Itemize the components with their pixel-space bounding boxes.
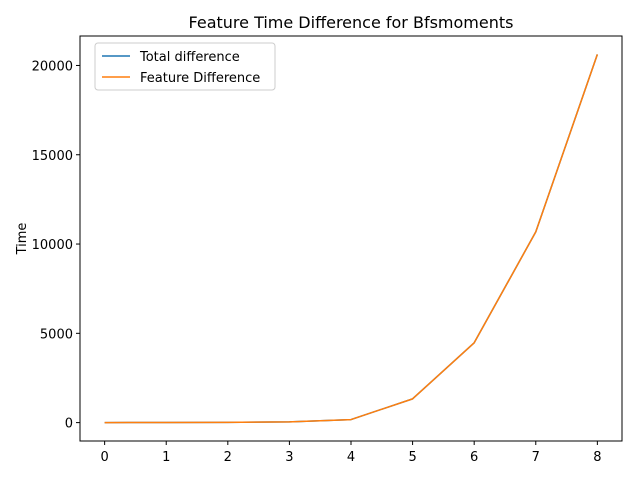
- x-tick-label: 7: [532, 450, 540, 465]
- x-tick-label: 8: [593, 450, 601, 465]
- y-axis-ticks: 0 5000 10000 15000 20000: [32, 59, 80, 432]
- y-tick-label: 20000: [32, 59, 73, 74]
- legend-label: Feature Difference: [140, 71, 260, 86]
- x-tick-label: 4: [347, 450, 355, 465]
- series-line-2: [104, 54, 599, 424]
- plot-frame: [79, 35, 623, 442]
- x-tick-label: 1: [162, 450, 170, 465]
- legend: Total difference Feature Difference: [94, 42, 276, 91]
- x-tick-label: 2: [224, 450, 232, 465]
- legend-label: Total difference: [139, 50, 240, 65]
- y-tick-label: 5000: [40, 327, 73, 342]
- y-tick-label: 0: [65, 417, 73, 432]
- x-tick-label: 5: [408, 450, 416, 465]
- y-tick-label: 10000: [32, 238, 73, 253]
- y-axis-label: Time: [15, 223, 30, 256]
- x-axis-ticks: 0 1 2 3 4 5 6 7 8: [100, 441, 602, 465]
- series-line-1: [104, 54, 599, 424]
- x-tick-label: 6: [470, 450, 478, 465]
- chart-title: Feature Time Difference for Bfsmoments: [189, 13, 514, 32]
- x-tick-label: 3: [285, 450, 293, 465]
- y-tick-label: 15000: [32, 149, 73, 164]
- legend-box: [94, 42, 276, 91]
- x-tick-label: 0: [100, 450, 108, 465]
- plot-lines: [104, 54, 599, 424]
